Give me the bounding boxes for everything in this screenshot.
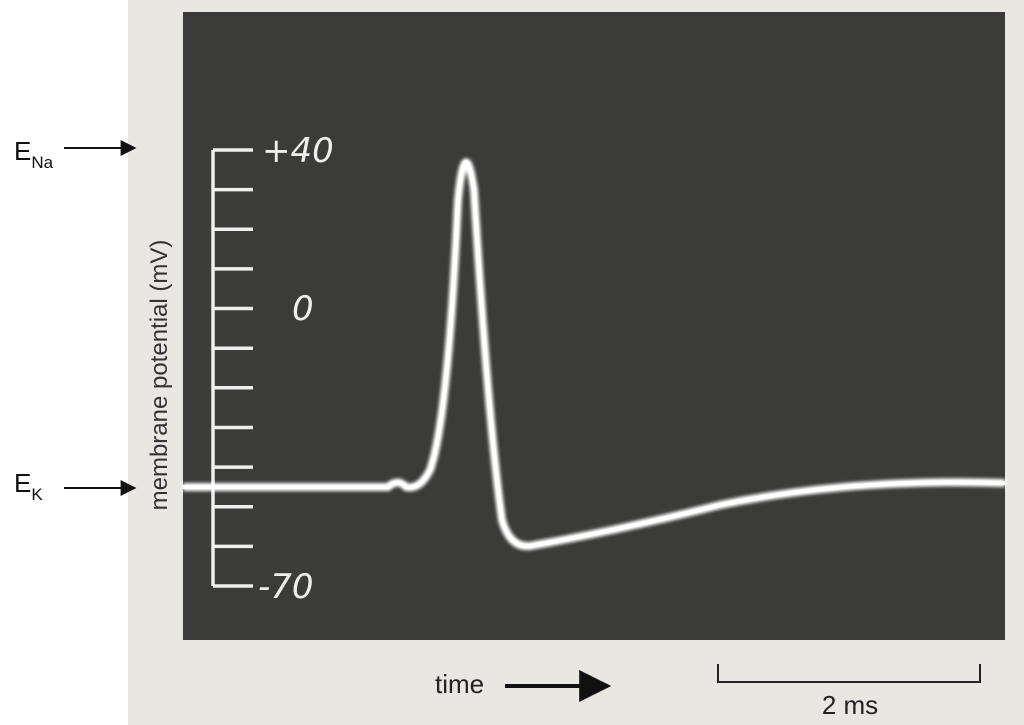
- action-potential-trace-core: [183, 160, 1006, 549]
- scale-bar: [717, 664, 981, 683]
- e-k-label: EK: [14, 468, 43, 504]
- axis-label: membrane potential (mV): [146, 240, 173, 511]
- scale-label: +40: [262, 131, 334, 171]
- letter: E: [14, 136, 31, 166]
- time-label: time: [435, 669, 484, 699]
- scale-label: -70: [258, 567, 314, 607]
- subscript: Na: [31, 153, 53, 172]
- subscript: K: [31, 485, 43, 504]
- e-na-label: ENa: [14, 136, 54, 172]
- scale-bar-label: 2 ms: [822, 690, 878, 720]
- scale: [211, 148, 253, 588]
- scale-label: 0: [292, 289, 314, 329]
- letter: E: [14, 468, 31, 498]
